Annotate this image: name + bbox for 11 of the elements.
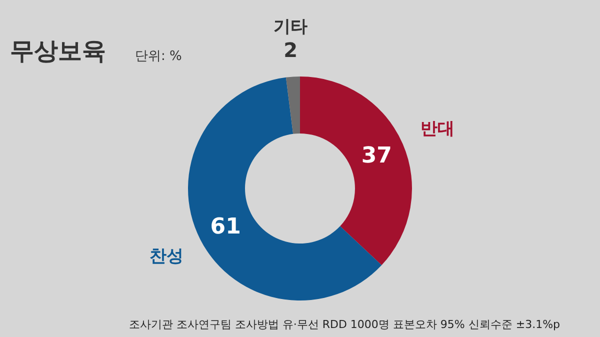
- text: 무상보육: [10, 37, 106, 65]
- donut-slice: [300, 76, 412, 266]
- text: 단위: %: [135, 49, 182, 64]
- slice-label: 반대: [420, 118, 455, 139]
- data-label: 61: [210, 214, 241, 240]
- donut-slice: [286, 76, 300, 134]
- data-label: 2: [284, 38, 298, 62]
- slice-label: 기타: [274, 16, 308, 37]
- data-label: 37: [361, 143, 392, 168]
- slice-label: 찬성: [149, 246, 184, 267]
- text: 조사기관 조사연구팀 조사방법 유·무선 RDD 1000명 표본오차 95% 신뢰수준 ±3.1%p: [128, 318, 560, 331]
